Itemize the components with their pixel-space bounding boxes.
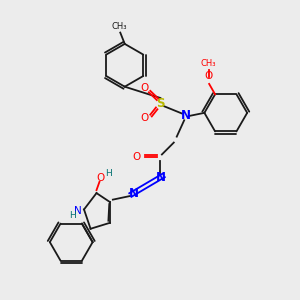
Text: CH₃: CH₃ (112, 22, 127, 31)
Text: H: H (69, 212, 76, 220)
Text: N: N (129, 187, 139, 200)
Text: CH₃: CH₃ (201, 59, 216, 68)
Text: O: O (141, 83, 149, 94)
Text: O: O (133, 152, 141, 162)
Text: N: N (155, 171, 165, 184)
Text: O: O (204, 71, 213, 81)
Text: S: S (156, 98, 165, 110)
Text: O: O (97, 173, 105, 183)
Text: N: N (181, 109, 191, 122)
Text: O: O (141, 113, 149, 123)
Text: N: N (74, 206, 81, 216)
Text: H: H (105, 169, 112, 178)
